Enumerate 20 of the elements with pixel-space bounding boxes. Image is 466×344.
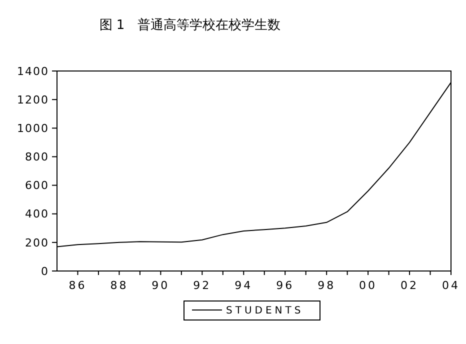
x-tick-label: 92: [193, 279, 212, 292]
x-tick-label: 02: [400, 279, 419, 292]
x-tick-label: 86: [68, 279, 87, 292]
y-tick-label: 200: [25, 236, 49, 250]
x-tick-label: 98: [318, 279, 336, 292]
legend-label: STUDENTS: [226, 306, 304, 316]
x-tick-label: 00: [359, 279, 378, 292]
x-tick-label: 90: [152, 279, 170, 292]
x-tick-label: 94: [234, 279, 253, 292]
y-tick-label: 1200: [17, 93, 49, 106]
y-tick-label: 1400: [17, 64, 49, 78]
y-tick-label: 1000: [17, 122, 49, 135]
y-tick-label: 600: [25, 179, 49, 192]
y-tick-label: 800: [25, 150, 49, 164]
x-tick-label: 04: [442, 279, 460, 292]
y-tick-label: 400: [25, 208, 49, 221]
y-tick-label: 0: [41, 264, 49, 278]
chart-title: 图 1 普通高等学校在校学生数: [99, 17, 281, 33]
x-tick-label: 96: [276, 279, 294, 292]
x-tick-label: 88: [110, 279, 128, 292]
